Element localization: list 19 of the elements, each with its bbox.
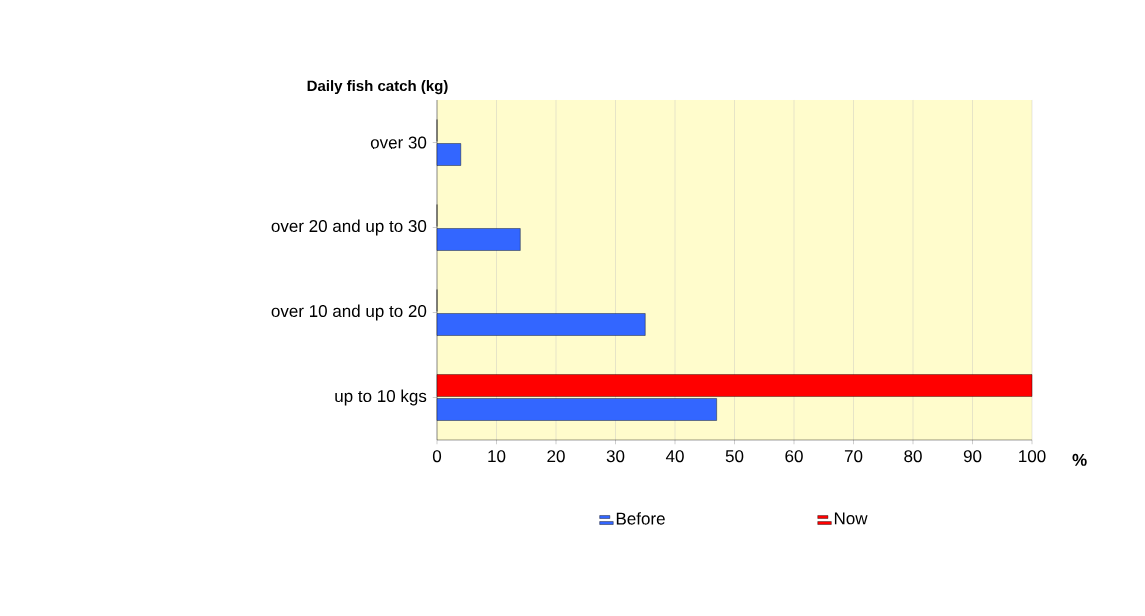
x-tick-label: 70 — [844, 450, 863, 463]
x-tick-label: 30 — [606, 450, 625, 463]
x-tick-label: 100 — [1019, 450, 1046, 463]
x-tick-label: 90 — [963, 450, 982, 463]
legend-label: Now — [834, 512, 868, 525]
y-tick-label: over 30 — [370, 136, 427, 149]
x-tick-label: 80 — [904, 450, 922, 463]
legend-label: Before — [616, 512, 665, 525]
y-axis-title: Daily fish catch (kg) — [307, 80, 448, 95]
y-tick-label: up to 10 kgs — [335, 389, 427, 406]
x-tick-label: 40 — [665, 450, 684, 463]
x-tick-label: 60 — [785, 450, 803, 463]
x-tick-label: 0 — [432, 450, 442, 463]
x-axis-title: % — [1072, 453, 1087, 466]
y-tick-label: over 20 and up to 30 — [271, 219, 427, 236]
y-tick-label: over 10 and up to 20 — [271, 304, 427, 321]
x-tick-label: 50 — [725, 450, 744, 463]
x-tick-label: 10 — [488, 450, 506, 463]
x-tick-label: 20 — [547, 450, 565, 463]
